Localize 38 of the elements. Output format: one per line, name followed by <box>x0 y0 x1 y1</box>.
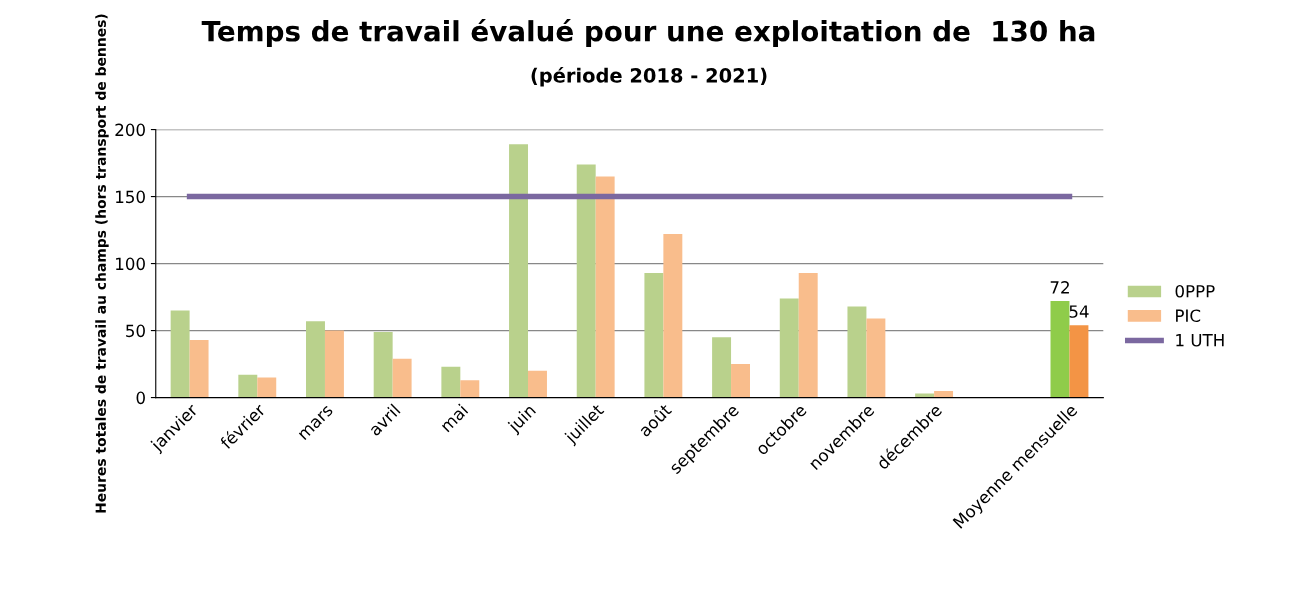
bar <box>392 358 412 398</box>
y-axis-title: Heures totales de travail au champs (hors transport de bennes) <box>95 14 109 513</box>
y-tick-label: 100 <box>116 257 145 271</box>
bar <box>189 339 209 398</box>
bar <box>324 330 344 398</box>
bar <box>731 364 750 398</box>
bar <box>576 164 596 398</box>
bar <box>779 298 799 398</box>
bar <box>373 331 393 398</box>
data-label: 54 <box>1069 305 1089 318</box>
bar <box>663 234 683 398</box>
bar <box>847 306 867 398</box>
legend-label: PIC <box>1176 309 1201 323</box>
chart-subtitle: (période 2018 - 2021) <box>531 66 767 87</box>
bar <box>595 176 615 398</box>
bar <box>257 377 277 398</box>
bar <box>934 390 954 398</box>
bar <box>509 144 529 398</box>
legend-label: 0PPP <box>1175 284 1215 298</box>
bar <box>170 310 190 398</box>
bar <box>798 272 818 398</box>
bar <box>528 370 547 398</box>
bar <box>238 374 258 398</box>
bar <box>460 380 480 398</box>
chart-title: Temps de travail évalué pour une exploitation de 130 ha <box>201 19 1095 48</box>
y-tick-label: 200 <box>115 123 145 137</box>
bar <box>1069 325 1089 398</box>
bar <box>644 272 664 398</box>
bar <box>441 366 461 398</box>
bar <box>866 318 886 398</box>
y-tick-label: 50 <box>126 324 145 338</box>
bar <box>306 321 325 398</box>
legend-label: 1 UTH <box>1176 334 1224 347</box>
y-tick-label: 150 <box>116 190 145 204</box>
bar <box>712 337 732 398</box>
data-label: 72 <box>1050 281 1069 294</box>
y-tick-label: 0 <box>136 391 145 405</box>
bar <box>1050 301 1070 398</box>
